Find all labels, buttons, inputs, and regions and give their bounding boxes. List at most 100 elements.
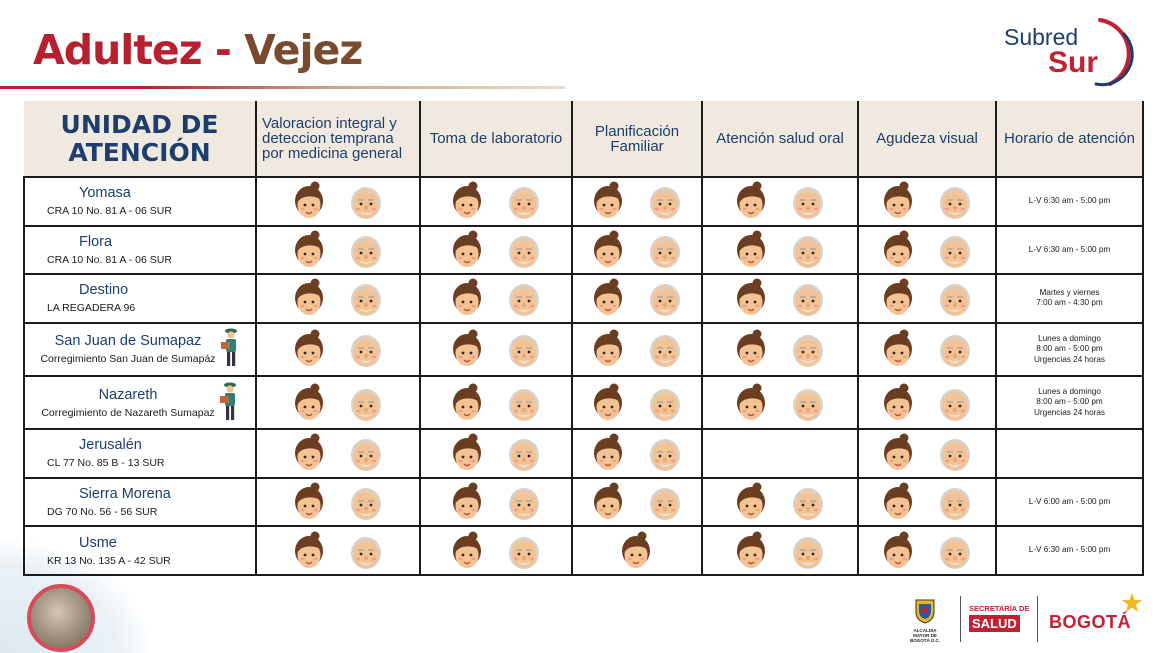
elder-face-icon: [940, 536, 970, 569]
woman-face-icon: [453, 278, 481, 316]
elder-face-icon: [650, 388, 680, 421]
service-cell-agudeza: [857, 224, 997, 276]
service-cell-laboratorio: [419, 321, 573, 377]
unit-address: KR 13 No. 135 A - 42 SUR: [47, 554, 171, 567]
elder-face-icon: [351, 439, 381, 472]
table-row: Usme KR 13 No. 135 A - 42 SUR L-V 6:30 am …: [23, 525, 1144, 576]
unit-name: San Juan de Sumapaz: [54, 333, 202, 350]
unit-cell: Flora CRA 10 No. 81 A - 06 SUR: [23, 224, 257, 276]
footer-divider: [960, 596, 961, 642]
table-header-row: UNIDAD DE ATENCIÓN Valoracion integral y…: [24, 101, 1144, 178]
unit-name: Jerusalén: [79, 437, 142, 454]
salud-text: SALUD: [969, 615, 1020, 632]
elder-face-icon: [650, 488, 680, 521]
service-cell-salud-oral: [701, 321, 859, 377]
woman-face-icon: [737, 383, 765, 420]
unit-cell: San Juan de Sumapaz Corregimiento San Jua…: [23, 321, 257, 377]
service-cell-planificacion: [571, 374, 703, 431]
hours-text: L-V 6:30 am - 5:00 pm: [1028, 244, 1111, 254]
hours-text: Urgencias 24 horas: [1034, 354, 1105, 364]
unit-address: Corregimiento San Juan de Sumapáz: [40, 353, 216, 366]
service-cell-laboratorio: [419, 374, 573, 431]
elder-face-icon: [509, 488, 539, 521]
elder-face-icon: [940, 439, 970, 472]
service-cell-valoracion: [255, 476, 421, 528]
woman-face-icon: [737, 278, 765, 316]
service-cell-planificacion: [571, 428, 703, 479]
subred-arc-icon: [1094, 18, 1134, 87]
table-row: Yomasa CRA 10 No. 81 A - 06 SUR L-V 6:30 a…: [23, 176, 1144, 227]
woman-face-icon: [737, 181, 765, 219]
hours-text: 7:00 am - 4:30 pm: [1036, 298, 1103, 308]
hours-cell: Lunes a domingo 8:00 am - 5:00 pm Urgencia…: [995, 321, 1144, 377]
title-dash: -: [201, 26, 245, 74]
service-cell-salud-oral: [701, 273, 859, 324]
unit-cell: Usme KR 13 No. 135 A - 42 SUR: [23, 525, 257, 576]
elder-face-icon: [351, 335, 381, 368]
service-cell-planificacion: [571, 525, 703, 576]
woman-face-icon: [295, 383, 323, 420]
elder-face-icon: [940, 388, 970, 421]
service-cell-planificacion: [571, 476, 703, 528]
woman-face-icon: [453, 531, 481, 568]
woman-face-icon: [737, 230, 765, 267]
service-cell-laboratorio: [419, 176, 573, 227]
page-title: Adultez - Vejez: [33, 26, 363, 74]
hours-cell: L-V 6:30 am - 5:00 pm: [995, 176, 1144, 227]
service-cell-salud-oral: [701, 476, 859, 528]
woman-face-icon: [884, 383, 912, 420]
woman-face-icon: [295, 230, 323, 267]
elder-face-icon: [793, 235, 823, 268]
hours-text: 8:00 am - 5:00 pm: [1036, 397, 1103, 407]
elder-face-icon: [940, 488, 970, 521]
col-header-agudeza: Agudeza visual: [857, 101, 997, 178]
hours-cell: L-V 6:30 am - 5:00 pm: [995, 525, 1144, 576]
service-cell-valoracion: [255, 525, 421, 576]
elder-face-icon: [509, 388, 539, 421]
unit-name: Nazareth: [98, 386, 158, 403]
elder-face-icon: [793, 187, 823, 220]
elder-face-icon: [793, 388, 823, 421]
woman-face-icon: [884, 329, 912, 367]
elder-face-icon: [351, 284, 381, 317]
woman-face-icon: [884, 482, 912, 520]
service-cell-laboratorio: [419, 224, 573, 276]
logo-word-sur: Sur: [1048, 46, 1099, 79]
table-row: San Juan de Sumapaz Corregimiento San Jua…: [23, 321, 1144, 377]
service-cell-salud-oral: [701, 525, 859, 576]
title-vejez: Vejez: [244, 26, 363, 74]
services-table: UNIDAD DE ATENCIÓN Valoracion integral y…: [23, 101, 1144, 576]
woman-face-icon: [453, 230, 481, 267]
service-cell-laboratorio: [419, 476, 573, 528]
service-cell-planificacion: [571, 273, 703, 324]
farmer-icon: [220, 328, 237, 367]
col-header-laboratorio: Toma de laboratorio: [419, 101, 573, 178]
woman-face-icon: [453, 181, 481, 219]
elder-face-icon: [509, 439, 539, 472]
service-cell-agudeza: [857, 321, 997, 377]
elder-face-icon: [509, 335, 539, 368]
elder-face-icon: [650, 284, 680, 317]
woman-face-icon: [622, 531, 650, 568]
woman-face-icon: [594, 383, 622, 420]
hours-text: L-V 6:30 am - 5:00 pm: [1028, 545, 1111, 555]
elder-face-icon: [650, 335, 680, 368]
hours-cell: L-V 6:00 am - 5:00 pm: [995, 476, 1144, 528]
service-cell-agudeza: [857, 176, 997, 227]
woman-face-icon: [295, 278, 323, 316]
elder-face-icon: [509, 536, 539, 569]
woman-face-icon: [594, 230, 622, 267]
star-icon: [1122, 593, 1142, 612]
woman-face-icon: [453, 433, 481, 471]
table-row: Nazareth Corregimiento de Nazareth Sumapa…: [23, 374, 1144, 431]
woman-face-icon: [884, 278, 912, 316]
title-adultez: Adultez: [33, 26, 203, 74]
table-row: Jerusalén CL 77 No. 85 B - 13 SUR: [23, 428, 1144, 479]
logo-word-subred: Subred: [1004, 24, 1079, 50]
woman-face-icon: [295, 181, 323, 219]
woman-face-icon: [737, 329, 765, 367]
elder-face-icon: [351, 488, 381, 521]
service-cell-valoracion: [255, 176, 421, 227]
woman-face-icon: [295, 531, 323, 568]
service-cell-planificacion: [571, 176, 703, 227]
